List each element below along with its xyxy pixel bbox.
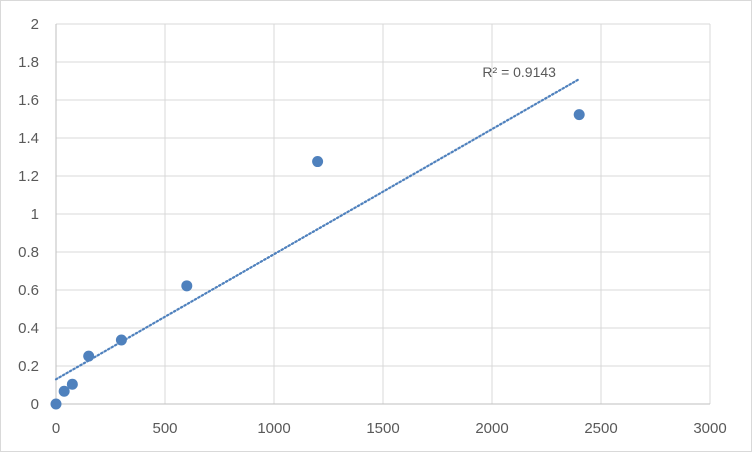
y-tick-label: 1.8 xyxy=(18,54,39,71)
x-tick-label: 1000 xyxy=(257,420,290,437)
x-tick-label: 2500 xyxy=(584,420,617,437)
x-tick-label: 500 xyxy=(152,420,177,437)
r-squared-annotation: R² = 0.9143 xyxy=(482,64,556,80)
y-tick-label: 0.4 xyxy=(18,320,39,337)
y-tick-label: 0.6 xyxy=(18,282,39,299)
y-tick-label: 2 xyxy=(31,16,39,33)
data-point xyxy=(312,156,324,168)
y-tick-label: 0 xyxy=(31,396,39,413)
x-tick-label: 0 xyxy=(52,420,60,437)
y-tick-label: 0.8 xyxy=(18,244,39,261)
data-points xyxy=(50,109,585,410)
data-point xyxy=(115,334,127,346)
data-point xyxy=(58,385,70,397)
data-point xyxy=(181,280,193,292)
tick-labels: 0 0.2 0.4 0.6 0.8 1 1.2 1.4 1.6 1.8 2 0 500 1000 1500 2… xyxy=(18,16,727,437)
x-tick-label: 1500 xyxy=(366,420,399,437)
data-point xyxy=(50,398,62,410)
data-point xyxy=(83,350,95,362)
x-tick-label: 3000 xyxy=(693,420,726,437)
y-tick-label: 1.6 xyxy=(18,92,39,109)
y-tick-label: 1 xyxy=(31,206,39,223)
axes xyxy=(55,24,710,405)
y-tick-label: 1.2 xyxy=(18,168,39,185)
y-tick-label: 1.4 xyxy=(18,130,39,147)
data-point xyxy=(573,109,585,121)
x-tick-label: 2000 xyxy=(475,420,508,437)
gridlines xyxy=(56,23,711,404)
trendline-layer xyxy=(54,77,581,381)
data-point xyxy=(66,378,78,390)
y-tick-label: 0.2 xyxy=(18,358,39,375)
trendline xyxy=(54,77,581,381)
